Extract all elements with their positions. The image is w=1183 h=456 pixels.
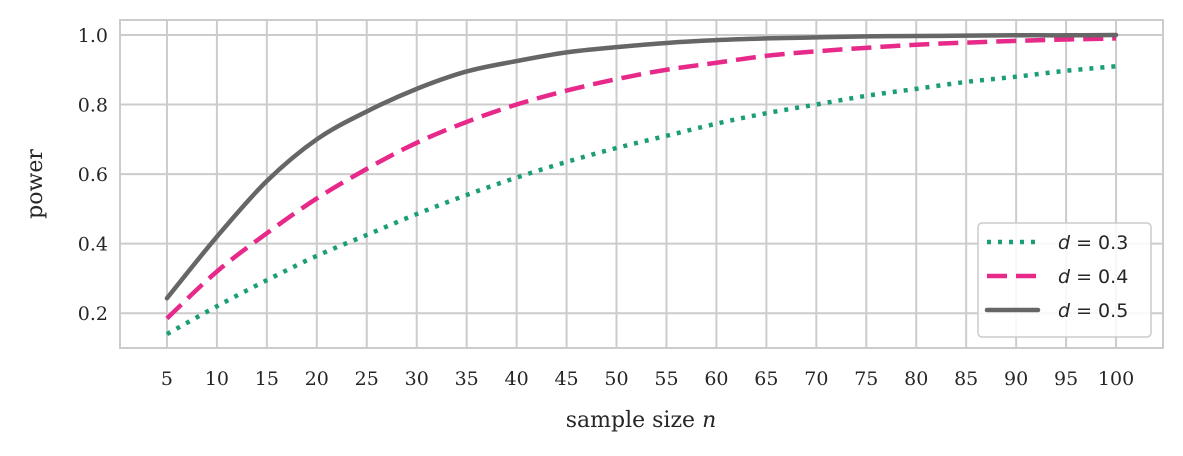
x-tick-label: 30 xyxy=(405,368,429,390)
x-tick-label: 20 xyxy=(305,368,329,390)
x-tick-label: 50 xyxy=(604,368,628,390)
x-tick-label: 70 xyxy=(804,368,828,390)
x-tick-label: 90 xyxy=(1004,368,1028,390)
legend-label: d = 0.5 xyxy=(1058,300,1128,322)
x-tick-label: 55 xyxy=(654,368,678,390)
x-tick-label: 35 xyxy=(455,368,479,390)
legend-label-value: = 0.3 xyxy=(1070,232,1128,254)
series-line-d-0.5 xyxy=(164,32,1119,301)
x-tick-label: 60 xyxy=(704,368,728,390)
y-tick-label: 0.2 xyxy=(78,303,108,325)
x-tick-label: 45 xyxy=(554,368,578,390)
y-tick-label: 0.6 xyxy=(78,164,108,186)
series-line-d-0.3 xyxy=(165,64,1117,337)
x-axis-label: sample size n xyxy=(566,408,717,433)
x-tick-label: 15 xyxy=(255,368,279,390)
legend-label-value: = 0.4 xyxy=(1070,266,1128,288)
legend-label-variable: d xyxy=(1058,300,1071,322)
x-tick-label: 25 xyxy=(355,368,379,390)
y-tick-label: 0.8 xyxy=(78,95,108,117)
x-axis-label-variable: n xyxy=(702,408,716,433)
x-tick-label: 100 xyxy=(1098,368,1134,390)
y-tick-label: 0.4 xyxy=(78,234,108,256)
series-lines xyxy=(164,32,1119,337)
legend-label: d = 0.3 xyxy=(1058,232,1128,254)
x-tick-label: 75 xyxy=(854,368,878,390)
x-tick-label: 40 xyxy=(505,368,529,390)
x-tick-label: 80 xyxy=(904,368,928,390)
series-line-d-0.4 xyxy=(165,36,1117,321)
legend-label-variable: d xyxy=(1058,232,1071,254)
x-tick-label: 65 xyxy=(754,368,778,390)
x-tick-label: 10 xyxy=(205,368,229,390)
x-axis-label-text: sample size xyxy=(566,408,695,433)
x-tick-label: 85 xyxy=(954,368,978,390)
x-axis-ticks: 5 10 15 20 25 30 35 40 45 50 55 60 65 70 75 80 85 90 95 100 xyxy=(161,368,1134,390)
legend-label-value: = 0.5 xyxy=(1070,300,1128,322)
y-axis-ticks: 0.2 0.4 0.6 0.8 1.0 xyxy=(78,25,108,325)
legend-label-variable: d xyxy=(1058,266,1071,288)
y-tick-label: 1.0 xyxy=(78,25,108,47)
plot-frame xyxy=(119,19,1164,349)
x-tick-label: 5 xyxy=(161,368,173,390)
y-axis-label: power xyxy=(23,149,48,219)
legend: d = 0.3d = 0.4d = 0.5 xyxy=(977,222,1152,338)
x-tick-label: 95 xyxy=(1054,368,1078,390)
legend-label: d = 0.4 xyxy=(1058,266,1128,288)
